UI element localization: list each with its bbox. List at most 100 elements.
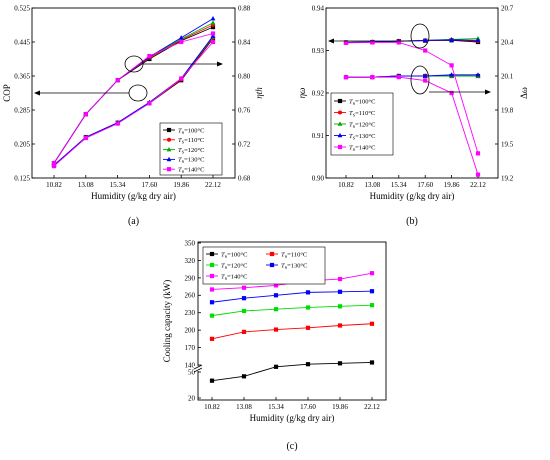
x-tick-label: 19.86 bbox=[332, 403, 348, 411]
legend: TS=100°CTS=110°CTS=120°CTS=130°CTS=140°C bbox=[159, 122, 223, 176]
x-tick-label: 22.12 bbox=[364, 403, 380, 411]
data-point bbox=[273, 327, 279, 332]
y-tick-label: 170 bbox=[185, 344, 196, 352]
series-line-eta bbox=[53, 41, 214, 167]
data-point-delta-w bbox=[396, 75, 401, 80]
data-point-eta bbox=[115, 121, 120, 126]
legend-label: TS=110°C bbox=[178, 137, 204, 145]
legend-subscript: S bbox=[182, 159, 185, 164]
y2-tick-label: 0.72 bbox=[238, 140, 251, 148]
legend-subscript: S bbox=[182, 169, 185, 174]
data-point bbox=[209, 313, 215, 318]
data-point-cop bbox=[210, 31, 216, 36]
legend-series-name: =110°C bbox=[184, 137, 204, 144]
x-tick-label: 13.08 bbox=[78, 181, 94, 189]
y2-tick-label: 0.88 bbox=[238, 4, 251, 12]
y-tick-label: 0.90 bbox=[312, 174, 325, 182]
y-tick-label: 260 bbox=[185, 292, 196, 300]
y2-tick-label: 20.7 bbox=[501, 4, 514, 12]
data-point-eta-w bbox=[449, 37, 454, 42]
legend-prefix: T bbox=[178, 137, 182, 144]
x-tick-label: 15.34 bbox=[110, 181, 126, 189]
data-point-cop bbox=[178, 35, 184, 40]
data-point bbox=[209, 336, 215, 341]
x-axis-label: Humidity (g/kg dry air) bbox=[250, 413, 335, 423]
legend-subscript: S bbox=[182, 149, 185, 154]
annotation-arrowhead bbox=[485, 89, 491, 95]
data-point-delta-w bbox=[475, 72, 481, 77]
y-axis-label: ηω bbox=[297, 88, 307, 99]
legend-label: TS=120°C bbox=[178, 147, 205, 155]
series-line bbox=[211, 323, 373, 340]
data-point bbox=[369, 321, 375, 326]
y-tick-label: 0.285 bbox=[14, 106, 30, 114]
legend-swatch-marker bbox=[269, 251, 275, 257]
legend-series-name: =100°C bbox=[184, 127, 204, 134]
data-point bbox=[369, 271, 375, 276]
panel-label: (a) bbox=[128, 216, 139, 227]
legend-series-name: =130°C bbox=[287, 262, 307, 269]
data-point-eta-w bbox=[396, 40, 401, 45]
legend-subscript: S bbox=[353, 124, 356, 129]
legend-prefix: T bbox=[281, 251, 285, 258]
y2-tick-label: 20.1 bbox=[501, 72, 514, 80]
data-point-eta-w bbox=[343, 40, 349, 45]
legend-subscript: S bbox=[182, 130, 185, 135]
data-point bbox=[337, 361, 343, 366]
data-point-eta-w bbox=[422, 37, 428, 43]
legend-prefix: T bbox=[349, 144, 353, 151]
data-point-eta-w bbox=[423, 48, 428, 53]
legend-swatch-marker bbox=[166, 167, 172, 172]
data-point bbox=[305, 325, 311, 330]
x-axis-label: Humidity (g/kg dry air) bbox=[91, 191, 176, 201]
y-tick-label: 50 bbox=[188, 368, 196, 376]
data-point bbox=[273, 283, 279, 288]
legend-label: TS=130°C bbox=[178, 157, 205, 165]
data-point-eta-w bbox=[449, 63, 454, 68]
data-point bbox=[337, 289, 343, 294]
data-point bbox=[209, 287, 215, 292]
legend-series-name: =130°C bbox=[355, 133, 375, 140]
data-point-cop bbox=[147, 53, 152, 59]
legend-prefix: T bbox=[221, 262, 225, 269]
x-tick-label: 17.60 bbox=[142, 181, 158, 189]
legend-label: TS=110°C bbox=[349, 110, 375, 118]
y-tick-label: 0.91 bbox=[312, 132, 325, 140]
legend-series-name: =120°C bbox=[355, 121, 375, 128]
y2-tick-label: 19.8 bbox=[501, 106, 514, 114]
legend-label: TS=100°C bbox=[349, 98, 376, 106]
legend-prefix: T bbox=[281, 262, 285, 269]
y2-tick-label: 20.4 bbox=[501, 38, 514, 46]
legend-label: TS=140°C bbox=[221, 273, 248, 281]
legend-label: TS=120°C bbox=[349, 121, 376, 129]
legend-swatch-marker bbox=[166, 147, 172, 152]
x-tick-label: 15.34 bbox=[268, 403, 284, 411]
data-point-cop bbox=[210, 16, 216, 21]
legend-prefix: T bbox=[178, 147, 182, 154]
annotation-arrowhead bbox=[217, 61, 223, 67]
data-point-delta-w bbox=[343, 75, 349, 80]
legend-subscript: S bbox=[353, 147, 356, 152]
data-point-delta-w bbox=[449, 90, 454, 96]
data-point bbox=[369, 289, 375, 294]
legend-series-name: =130°C bbox=[184, 157, 204, 164]
data-point-cop bbox=[51, 161, 57, 166]
legend-label: TS=140°C bbox=[178, 167, 205, 175]
axis-break-mark bbox=[193, 364, 203, 370]
data-point-eta-w bbox=[475, 151, 481, 156]
data-point-cop bbox=[179, 39, 184, 45]
legend-swatch-marker bbox=[209, 251, 215, 257]
legend-prefix: T bbox=[221, 251, 225, 258]
legend-swatch-marker bbox=[337, 121, 343, 126]
legend-subscript: S bbox=[225, 276, 228, 281]
x-tick-label: 13.08 bbox=[236, 403, 252, 411]
annotation-arrowhead bbox=[328, 38, 334, 44]
legend-prefix: T bbox=[349, 121, 353, 128]
data-point-cop bbox=[210, 20, 216, 25]
panel-label: (b) bbox=[406, 216, 418, 227]
data-point bbox=[369, 303, 375, 308]
legend-subscript: S bbox=[353, 135, 356, 140]
series-line-eta bbox=[53, 35, 214, 166]
data-point bbox=[241, 308, 247, 314]
legend-series-name: =110°C bbox=[355, 110, 375, 117]
